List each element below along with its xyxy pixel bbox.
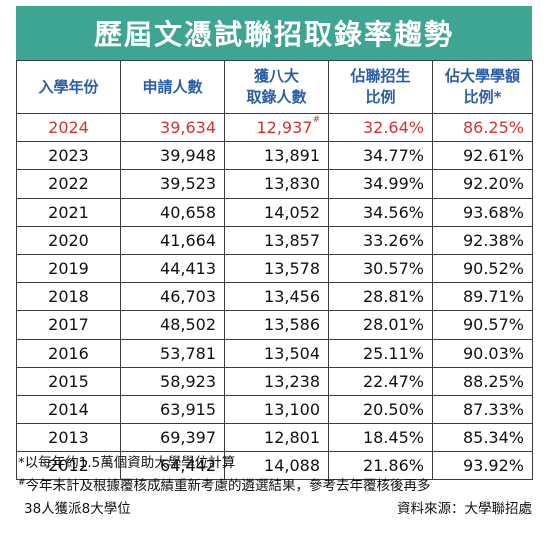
applicants-cell: 58,923 xyxy=(120,366,225,396)
year-cell: 2018 xyxy=(16,282,121,312)
applicants-cell: 39,634 xyxy=(120,112,225,143)
header-row: 入學年份 申請人數 獲八大 取錄人數 佔聯招生 比例 佔大學學額 比例* xyxy=(16,60,533,114)
table-row: 2020 41,664 13,857 33.26% 92.38% xyxy=(16,225,533,255)
share-jupas-cell: 33.26% xyxy=(328,225,433,255)
share-places-cell: 90.57% xyxy=(432,310,533,340)
header-share-jupas: 佔聯招生 比例 xyxy=(328,60,433,114)
source-credit: 資料來源：大學聯招處 xyxy=(397,501,532,517)
header-admitted: 獲八大 取錄人數 xyxy=(224,60,329,114)
year-cell: 2016 xyxy=(16,338,121,368)
admitted-footnote-mark: # xyxy=(312,115,320,126)
admitted-cell: 13,100 xyxy=(224,394,329,425)
table-row: 2024 39,634 12,937# 32.64% 86.25% xyxy=(16,112,533,143)
share-places-cell: 87.33% xyxy=(432,394,533,425)
year-cell: 2015 xyxy=(16,366,121,396)
table-row: 2018 46,703 13,456 28.81% 89.71% xyxy=(16,282,533,312)
admitted-cell: 13,456 xyxy=(224,282,329,312)
share-places-cell: 90.52% xyxy=(432,253,533,284)
header-year: 入學年份 xyxy=(16,60,121,114)
year-cell: 2022 xyxy=(16,169,121,199)
applicants-cell: 40,658 xyxy=(120,197,225,227)
admitted-cell: 14,052 xyxy=(224,197,329,227)
share-places-cell: 92.20% xyxy=(432,169,533,199)
admitted-cell: 13,857 xyxy=(224,225,329,255)
admitted-cell: 12,937# xyxy=(224,112,329,143)
table-row: 2021 40,658 14,052 34.56% 93.68% xyxy=(16,197,533,227)
applicants-cell: 63,915 xyxy=(120,394,225,425)
share-jupas-cell: 32.64% xyxy=(328,112,433,143)
table-row: 2022 39,523 13,830 34.99% 92.20% xyxy=(16,169,533,199)
footnotes: *以每年約1.5萬個資助大學學位計算 #今年未計及根據覆核成績重新考慮的遴選結果… xyxy=(18,452,532,521)
share-jupas-cell: 30.57% xyxy=(328,253,433,284)
footnote-3-row: 38人獲派8大學位 資料來源：大學聯招處 xyxy=(18,498,532,521)
share-places-cell: 92.38% xyxy=(432,225,533,255)
share-places-cell: 89.71% xyxy=(432,282,533,312)
admitted-cell: 13,578 xyxy=(224,253,329,284)
year-cell: 2024 xyxy=(16,112,121,143)
share-jupas-cell: 28.01% xyxy=(328,310,433,340)
footnote-3: 38人獲派8大學位 xyxy=(24,501,131,517)
year-cell: 2012 xyxy=(16,451,121,481)
admitted-cell: 13,586 xyxy=(224,310,329,340)
title-banner: 歷屆文憑試聯招取錄率趨勢 xyxy=(16,6,532,60)
year-cell: 2019 xyxy=(16,253,121,284)
applicants-cell: 39,523 xyxy=(120,169,225,199)
table-row: 2014 63,915 13,100 20.50% 87.33% xyxy=(16,394,533,425)
admitted-cell: 13,238 xyxy=(224,366,329,396)
header-share-places: 佔大學學額 比例* xyxy=(432,60,533,114)
table-row: 2012 64,442 14,088 21.86% 93.92% xyxy=(16,451,533,481)
applicants-cell: 39,948 xyxy=(120,141,225,171)
admitted-cell: 13,830 xyxy=(224,169,329,199)
year-cell: 2021 xyxy=(16,197,121,227)
table-row: 2023 39,948 13,891 34.77% 92.61% xyxy=(16,141,533,171)
share-jupas-cell: 22.47% xyxy=(328,366,433,396)
table-row: 2015 58,923 13,238 22.47% 88.25% xyxy=(16,366,533,396)
year-cell: 2013 xyxy=(16,423,121,453)
footnote-2: #今年未計及根據覆核成績重新考慮的遴選結果，參考去年覆核後再多 xyxy=(18,478,431,494)
share-places-cell: 93.68% xyxy=(432,197,533,227)
applicants-cell: 64,442 xyxy=(120,451,225,481)
header-applicants: 申請人數 xyxy=(120,60,225,114)
applicants-cell: 44,413 xyxy=(120,253,225,284)
footnote-1: *以每年約1.5萬個資助大學學位計算 xyxy=(18,455,236,471)
year-cell: 2020 xyxy=(16,225,121,255)
year-cell: 2023 xyxy=(16,141,121,171)
share-jupas-cell: 18.45% xyxy=(328,423,433,453)
share-jupas-cell: 21.86% xyxy=(328,451,433,481)
table-row: 2017 48,502 13,586 28.01% 90.57% xyxy=(16,310,533,340)
share-jupas-cell: 34.77% xyxy=(328,141,433,171)
admitted-cell: 12,801 xyxy=(224,423,329,453)
share-jupas-cell: 34.56% xyxy=(328,197,433,227)
year-cell: 2017 xyxy=(16,310,121,340)
share-places-cell: 86.25% xyxy=(432,112,533,143)
footnote-2-mark: # xyxy=(18,478,26,488)
admission-table: 入學年份 申請人數 獲八大 取錄人數 佔聯招生 比例 佔大學學額 比例* 2024 39… xyxy=(16,60,533,481)
applicants-cell: 48,502 xyxy=(120,310,225,340)
table-body: 2024 39,634 12,937# 32.64% 86.25% 2023 39,948 1… xyxy=(16,112,533,481)
applicants-cell: 69,397 xyxy=(120,423,225,453)
share-jupas-cell: 34.99% xyxy=(328,169,433,199)
share-places-cell: 88.25% xyxy=(432,366,533,396)
applicants-cell: 53,781 xyxy=(120,338,225,368)
share-jupas-cell: 25.11% xyxy=(328,338,433,368)
year-cell: 2014 xyxy=(16,394,121,425)
share-places-cell: 93.92% xyxy=(432,451,533,481)
share-jupas-cell: 28.81% xyxy=(328,282,433,312)
share-places-cell: 92.61% xyxy=(432,141,533,171)
applicants-cell: 41,664 xyxy=(120,225,225,255)
table-row: 2016 53,781 13,504 25.11% 90.03% xyxy=(16,338,533,368)
share-jupas-cell: 20.50% xyxy=(328,394,433,425)
applicants-cell: 46,703 xyxy=(120,282,225,312)
table-row: 2019 44,413 13,578 30.57% 90.52% xyxy=(16,253,533,284)
admitted-cell: 13,504 xyxy=(224,338,329,368)
share-places-cell: 90.03% xyxy=(432,338,533,368)
table-row: 2013 69,397 12,801 18.45% 85.34% xyxy=(16,423,533,453)
admitted-cell: 13,891 xyxy=(224,141,329,171)
share-places-cell: 85.34% xyxy=(432,423,533,453)
